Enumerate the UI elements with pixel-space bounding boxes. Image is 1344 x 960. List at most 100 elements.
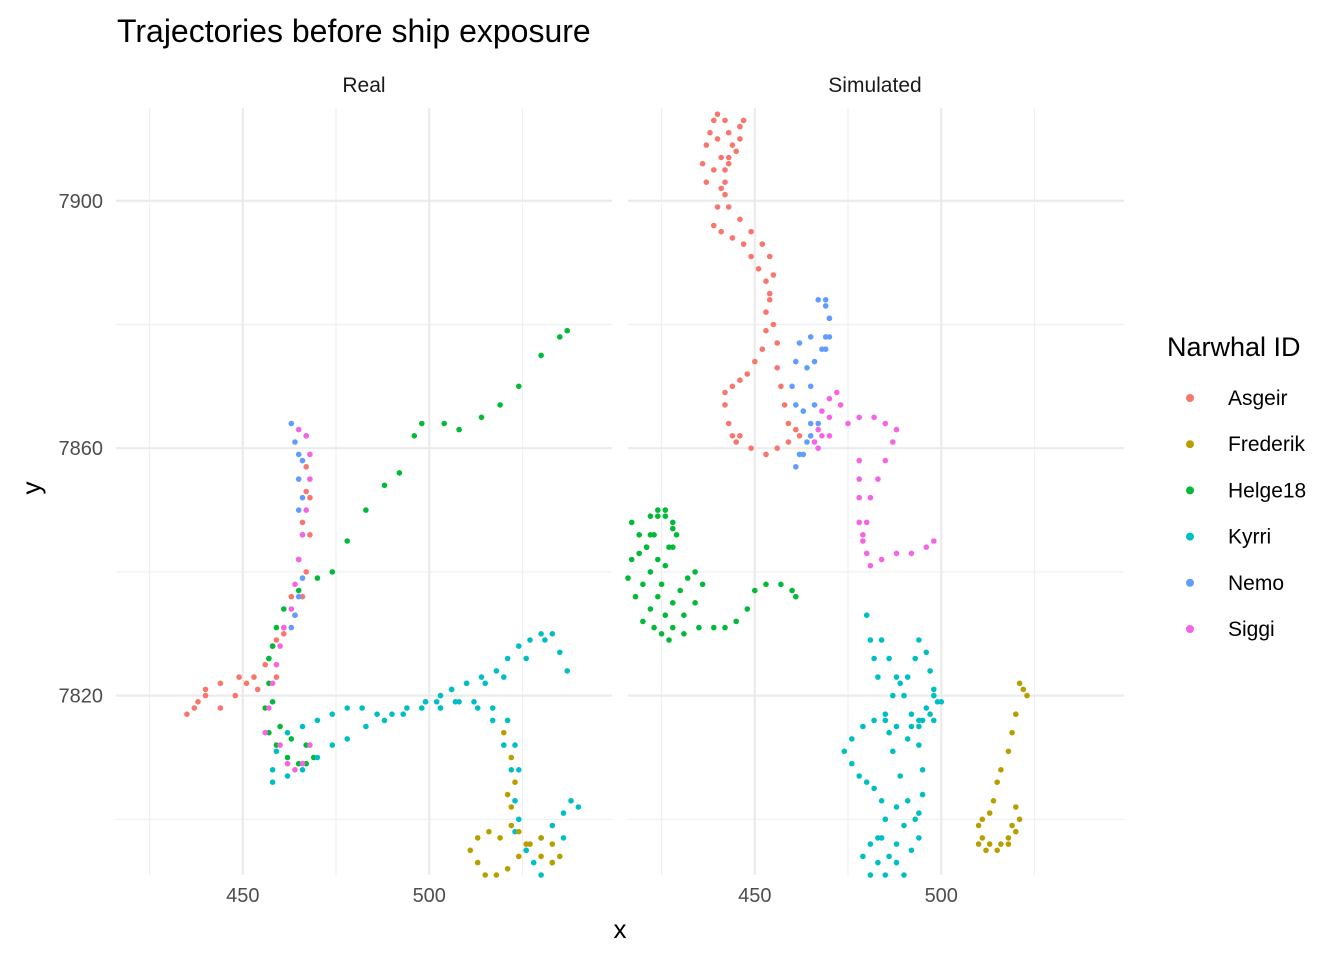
- data-point: [923, 705, 930, 711]
- data-point: [292, 581, 298, 588]
- data-point: [1024, 692, 1030, 699]
- data-point: [763, 278, 769, 285]
- data-point: [811, 358, 818, 365]
- data-point: [236, 674, 242, 680]
- data-point: [931, 717, 937, 724]
- data-point: [979, 816, 986, 823]
- data-point: [658, 581, 665, 588]
- data-point: [400, 711, 407, 717]
- data-point: [804, 365, 810, 371]
- data-point: [860, 853, 866, 860]
- data-point: [1016, 680, 1023, 687]
- data-point: [482, 680, 489, 687]
- data-point: [882, 872, 889, 878]
- data-point: [266, 655, 272, 662]
- data-point: [307, 451, 313, 458]
- data-point: [752, 358, 758, 365]
- data-point: [778, 581, 784, 588]
- data-point: [796, 340, 803, 346]
- data-point: [307, 476, 313, 482]
- data-point: [266, 705, 272, 711]
- data-point: [673, 532, 680, 538]
- data-point: [549, 822, 556, 829]
- data-point: [793, 464, 799, 470]
- data-point: [538, 835, 544, 841]
- data-point: [826, 433, 833, 439]
- data-point: [822, 334, 829, 340]
- data-point: [396, 470, 403, 476]
- series-helge18-real: [262, 327, 570, 767]
- data-point: [826, 414, 833, 421]
- data-point: [729, 383, 736, 390]
- data-point: [837, 402, 844, 408]
- data-point: [752, 587, 758, 594]
- data-point: [703, 142, 710, 148]
- data-point: [766, 290, 773, 297]
- data-point: [463, 680, 470, 687]
- data-point: [284, 773, 291, 779]
- data-point: [819, 433, 825, 439]
- data-point: [202, 686, 209, 693]
- data-point: [497, 835, 503, 841]
- data-point: [875, 674, 881, 680]
- data-point: [288, 606, 295, 612]
- series-asgeir-simulated: [699, 111, 803, 458]
- data-point: [890, 748, 896, 755]
- data-point: [640, 618, 646, 625]
- data-point: [759, 346, 766, 353]
- data-point: [863, 550, 870, 557]
- data-point: [815, 426, 821, 433]
- data-point: [916, 835, 922, 841]
- data-point: [793, 402, 799, 408]
- data-point: [269, 699, 276, 705]
- data-point: [523, 847, 529, 854]
- data-point: [493, 668, 500, 674]
- data-point: [815, 297, 821, 303]
- series-kyrri-simulated: [841, 612, 945, 878]
- data-point: [916, 723, 922, 730]
- data-point: [670, 600, 676, 606]
- data-point: [269, 643, 276, 649]
- data-point: [363, 723, 369, 730]
- data-point: [725, 129, 732, 136]
- data-point: [625, 575, 631, 581]
- data-point: [834, 389, 840, 396]
- data-point: [748, 445, 754, 452]
- data-point: [919, 791, 926, 798]
- data-point: [489, 717, 496, 724]
- data-point: [303, 464, 310, 470]
- y-axis-ticks: 7820 7860 7900: [59, 191, 104, 708]
- data-point: [512, 779, 518, 785]
- data-point: [904, 798, 911, 804]
- data-point: [501, 742, 507, 748]
- data-point: [807, 420, 814, 427]
- data-point: [733, 148, 739, 155]
- data-point: [774, 365, 780, 371]
- data-point: [658, 631, 665, 637]
- data-point: [875, 859, 881, 866]
- x-axis-label: x: [614, 914, 627, 944]
- data-point: [299, 494, 306, 501]
- data-point: [516, 643, 522, 649]
- data-point: [856, 457, 862, 464]
- data-point: [486, 828, 492, 835]
- data-point: [729, 142, 736, 148]
- data-point: [647, 569, 654, 575]
- data-point: [849, 760, 855, 767]
- data-point: [284, 729, 291, 736]
- data-point: [666, 637, 672, 643]
- data-point: [815, 420, 821, 427]
- data-point: [632, 593, 639, 600]
- data-point: [549, 841, 556, 847]
- data-point: [692, 569, 698, 575]
- legend-item-nemo: Nemo: [1186, 572, 1284, 595]
- data-point: [1013, 711, 1019, 717]
- grid-major-real: [116, 108, 612, 875]
- data-point: [931, 686, 937, 693]
- data-point: [243, 680, 250, 687]
- data-point: [916, 637, 922, 643]
- data-point: [699, 160, 706, 167]
- data-point: [703, 179, 710, 185]
- data-point: [549, 859, 556, 866]
- data-point: [560, 835, 567, 841]
